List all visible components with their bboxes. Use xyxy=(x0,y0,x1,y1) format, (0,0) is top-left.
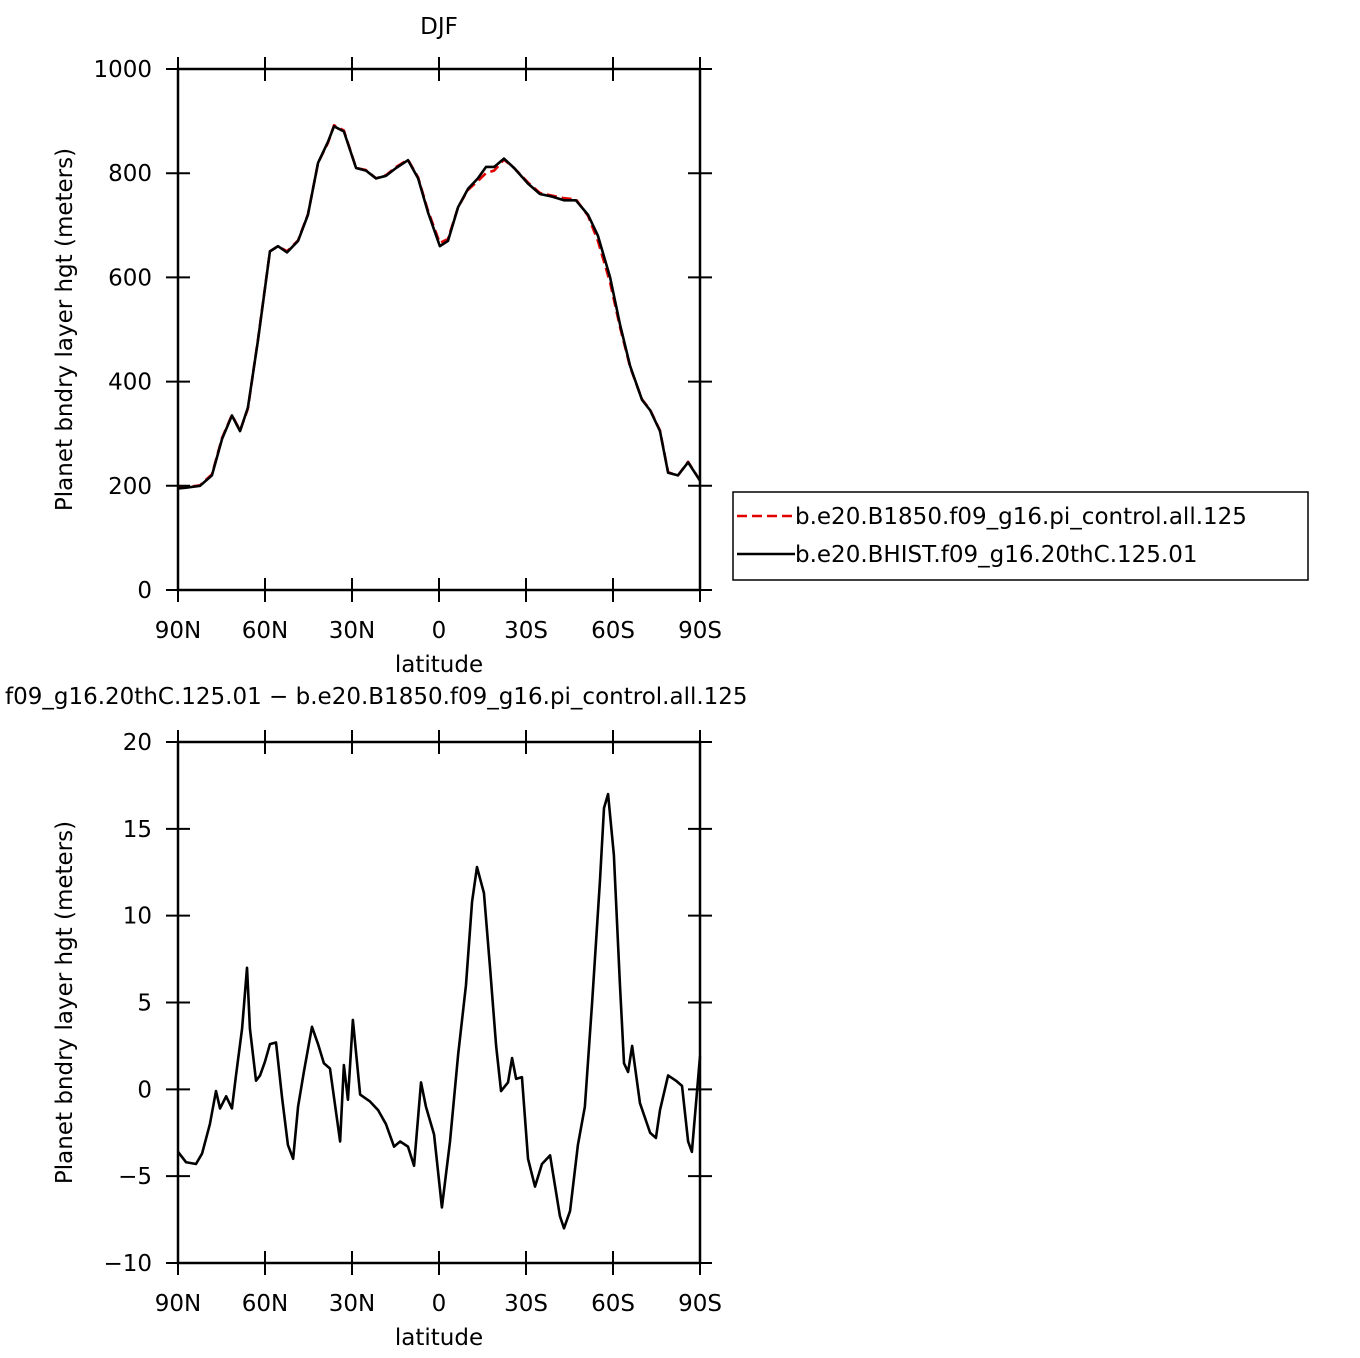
y-tick-label: 0 xyxy=(137,1077,152,1103)
x-tick-label: 60N xyxy=(242,618,288,644)
x-tick-label: 30N xyxy=(329,1291,375,1317)
chart-title: DJF xyxy=(420,14,458,40)
y-tick-label: 0 xyxy=(137,578,152,604)
x-axis-label: latitude xyxy=(395,1325,483,1351)
y-tick-label: 200 xyxy=(108,474,152,500)
legend-label: b.e20.BHIST.f09_g16.20thC.125.01 xyxy=(795,542,1197,568)
chart-title: f09_g16.20thC.125.01 − b.e20.B1850.f09_g… xyxy=(5,684,748,710)
y-tick-label: 800 xyxy=(108,161,152,187)
y-tick-label: −5 xyxy=(118,1164,152,1190)
data-line xyxy=(176,792,702,1230)
y-axis-label: Planet bndry layer hgt (meters) xyxy=(52,148,78,511)
x-tick-label: 60N xyxy=(242,1291,288,1317)
x-tick-label: 30S xyxy=(504,1291,548,1317)
y-tick-label: 1000 xyxy=(93,57,152,83)
x-tick-label: 30S xyxy=(504,618,548,644)
y-tick-label: −10 xyxy=(103,1251,152,1277)
x-axis-label: latitude xyxy=(395,652,483,678)
y-axis-label: Planet bndry layer hgt (meters) xyxy=(52,821,78,1184)
legend-box xyxy=(732,491,1309,581)
panel: DJF 0 200 400 600 800 1000 90N 60N 30N 0 30S 60S 90S l… xyxy=(52,14,1309,678)
x-tick-label: 90N xyxy=(155,1291,201,1317)
x-tick-label: 0 xyxy=(432,618,447,644)
x-tick-label: 90N xyxy=(155,618,201,644)
y-tick-label: 600 xyxy=(108,265,152,291)
x-tick-label: 60S xyxy=(591,1291,635,1317)
y-tick-label: 10 xyxy=(123,904,152,930)
x-tick-label: 0 xyxy=(432,1291,447,1317)
x-tick-label: 60S xyxy=(591,618,635,644)
legend-label: b.e20.B1850.f09_g16.pi_control.all.125 xyxy=(795,504,1247,530)
y-tick-label: 5 xyxy=(137,991,152,1017)
data-line xyxy=(177,123,702,490)
panel: f09_g16.20thC.125.01 − b.e20.B1850.f09_g… xyxy=(5,684,748,1351)
x-tick-label: 30N xyxy=(329,618,375,644)
y-tick-label: 20 xyxy=(123,730,152,756)
data-line xyxy=(177,125,702,490)
y-tick-label: 15 xyxy=(123,817,152,843)
y-tick-label: 400 xyxy=(108,370,152,396)
x-tick-label: 90S xyxy=(678,618,722,644)
x-tick-label: 90S xyxy=(678,1291,722,1317)
